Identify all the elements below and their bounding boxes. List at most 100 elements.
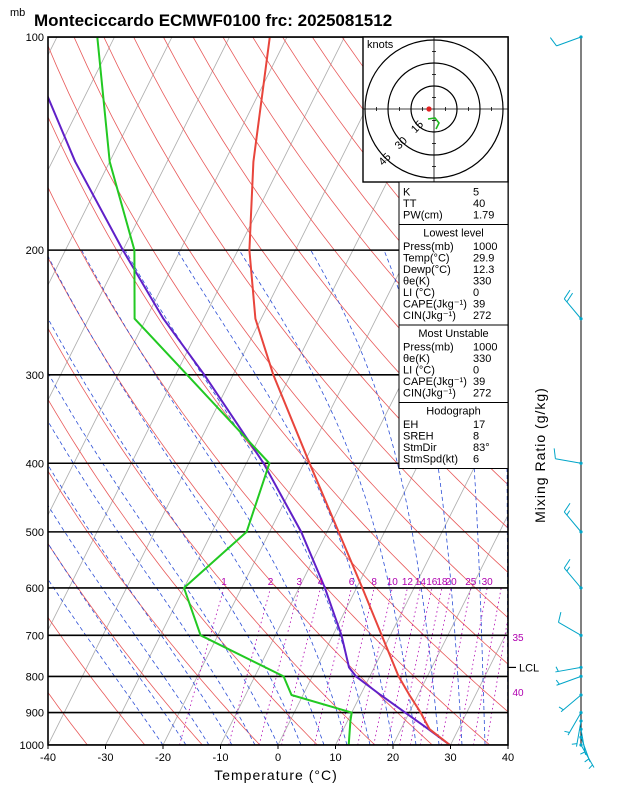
isotherm-line [48, 37, 230, 401]
temperature-tick-label: -10 [213, 752, 229, 764]
table-row-value: 12.3 [473, 264, 494, 276]
table-row-value: 1000 [473, 342, 497, 354]
dry-adiabat-line [48, 616, 146, 745]
dry-adiabat-line [103, 37, 508, 574]
dewpoint-line [96, 37, 353, 745]
wind-barb-flag [571, 743, 578, 745]
moist-adiabat-line [238, 249, 417, 745]
mixing-ratio-axis-title: Mixing Ratio (g/kg) [532, 387, 548, 523]
lowest-level-heading: Lowest level [423, 228, 484, 240]
hodograph-table-heading: Hodograph [426, 406, 480, 418]
dry-adiabat-line [48, 327, 376, 745]
table-row-value: 0 [473, 365, 479, 377]
table-row-label: Dewp(°C) [403, 264, 451, 276]
temperature-tick-label: -40 [40, 752, 56, 764]
pressure-tick-label: 600 [26, 583, 44, 595]
table-row-label: TT [403, 198, 417, 210]
wind-barb-flag [558, 706, 564, 711]
dry-adiabat-line [48, 542, 203, 745]
table-row-value: 330 [473, 353, 491, 365]
mixing-ratio-label: 35 [512, 633, 524, 644]
table-row-value: 0 [473, 287, 479, 299]
table-row-label: PW(cm) [403, 210, 443, 222]
table-row-label: CAPE(Jkg⁻¹) [403, 376, 467, 388]
temperature-tick-label: 0 [275, 752, 281, 764]
dry-adiabat-line [163, 37, 508, 486]
mixing-ratio-label: 40 [512, 688, 524, 699]
most-unstable-heading: Most Unstable [418, 328, 488, 340]
storm-motion-marker [426, 106, 432, 112]
isotherm-line [392, 514, 508, 745]
wind-barb-flag [588, 764, 593, 770]
mixing-ratio-label: 30 [482, 577, 494, 588]
mixing-ratio-line [440, 587, 472, 745]
table-row-value: 83° [473, 442, 490, 454]
table-row-value: 272 [473, 388, 491, 400]
isotherm-line [507, 744, 508, 745]
wind-barb-flag [564, 730, 570, 734]
indices-box [398, 181, 509, 225]
wind-barb-staff [560, 694, 582, 713]
pressure-unit-label: mb [10, 7, 25, 19]
mixing-ratio-line [179, 587, 225, 745]
pressure-tick-label: 800 [26, 671, 44, 683]
table-row-label: StmSpd(kt) [403, 454, 458, 466]
moist-adiabat-line [81, 249, 348, 745]
table-row-value: 1000 [473, 241, 497, 253]
dry-adiabat-line [48, 398, 318, 745]
pressure-tick-label: 1000 [20, 740, 44, 752]
wind-barb-staff [563, 567, 582, 589]
isotherm-line [335, 399, 508, 745]
dry-adiabat-line [48, 691, 88, 745]
wind-barb-flag [549, 37, 557, 47]
table-row-value: 17 [473, 419, 485, 431]
mixing-ratio-label: 25 [465, 577, 477, 588]
x-axis-title: Temperature (°C) [214, 767, 338, 783]
dry-adiabat-line [48, 44, 508, 665]
wind-barb-flag [566, 292, 574, 303]
hodograph-unit-label: knots [367, 39, 394, 51]
wind-barb-flag [563, 559, 571, 569]
mixing-ratio-line [338, 587, 375, 745]
pressure-tick-label: 300 [26, 370, 44, 382]
wind-barb-staff [580, 729, 587, 755]
table-row-value: 1.79 [473, 210, 494, 222]
table-row-label: θe(K) [403, 353, 430, 365]
wind-barb-staff [563, 298, 582, 320]
table-row-value: 39 [473, 376, 485, 388]
table-row-label: StmDir [403, 442, 437, 454]
mixing-ratio-line [410, 587, 443, 745]
wind-barb-staff [556, 36, 582, 47]
mixing-ratio-line [387, 587, 421, 745]
mixing-ratio-line [419, 587, 452, 745]
pressure-tick-label: 500 [26, 527, 44, 539]
hodograph-table-box [398, 402, 509, 469]
table-row-value: 5 [473, 187, 479, 199]
table-row-label: SREH [403, 431, 434, 443]
wind-barb-staff [567, 712, 582, 736]
moist-adiabat-line [310, 249, 440, 745]
pressure-tick-label: 200 [26, 245, 44, 257]
wind-barb-flag [553, 448, 556, 459]
mixing-ratio-line [486, 615, 508, 745]
temperature-line [248, 37, 451, 745]
wind-barb-staff [555, 666, 582, 673]
wind-barb-flag [563, 289, 571, 300]
mixing-ratio-label: 6 [349, 577, 355, 588]
table-row-value: 40 [473, 198, 485, 210]
isotherm-line [48, 37, 403, 745]
temperature-tick-label: -30 [98, 752, 114, 764]
table-row-label: LI (°C) [403, 287, 435, 299]
mixing-ratio-label: 12 [402, 577, 414, 588]
most-unstable-box [398, 324, 509, 403]
table-row-label: Press(mb) [403, 241, 454, 253]
wind-barb-flag [584, 758, 590, 763]
mixing-ratio-line [473, 587, 502, 745]
table-row-label: θe(K) [403, 276, 430, 288]
hodograph-trace [427, 117, 440, 130]
hodograph-ring [364, 39, 504, 179]
mixing-ratio-label: 16 [426, 577, 438, 588]
table-row-value: 8 [473, 431, 479, 443]
dry-adiabat-line [48, 470, 261, 745]
